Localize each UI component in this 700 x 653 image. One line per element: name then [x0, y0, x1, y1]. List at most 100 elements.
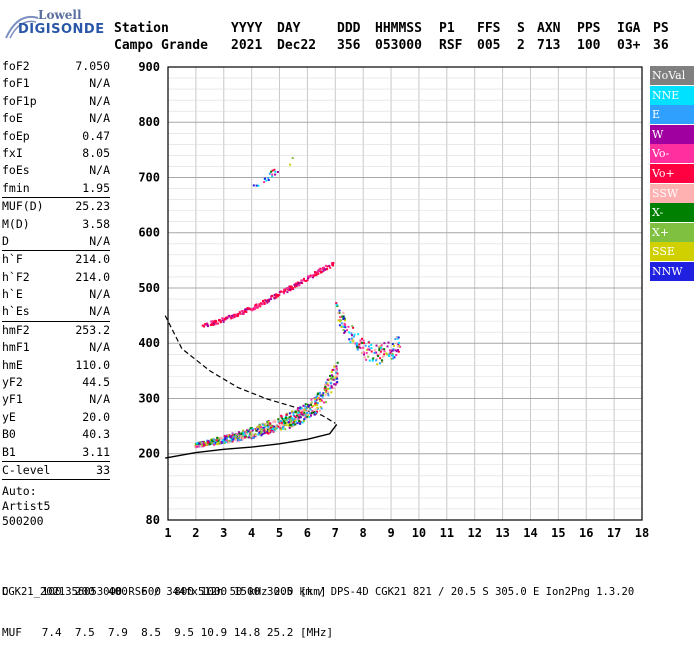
echo-point	[314, 402, 317, 405]
echo-point	[326, 390, 329, 393]
echo-point	[290, 287, 293, 290]
echo-point	[286, 291, 289, 294]
echo-point	[267, 176, 270, 179]
echo-point	[272, 430, 275, 433]
echo-point	[215, 322, 218, 325]
echo-point	[296, 408, 299, 411]
echo-point	[254, 307, 257, 310]
echo-point	[207, 441, 210, 444]
echo-point	[337, 319, 340, 322]
echo-point	[308, 404, 311, 407]
auto-label: Auto:	[2, 484, 37, 498]
echo-point	[286, 287, 289, 290]
echo-point	[284, 419, 287, 421]
echo-point	[361, 337, 363, 340]
echo-point	[275, 296, 278, 299]
parameter-group: C-level 33	[2, 462, 110, 481]
echo-point	[232, 438, 235, 441]
echo-point	[254, 433, 257, 436]
echo-point	[284, 428, 287, 431]
parameter-row: fxI 8.05	[2, 145, 110, 162]
echo-point	[301, 409, 304, 412]
parameter-value: 44.5	[82, 375, 110, 390]
echo-point	[293, 283, 296, 286]
echo-point	[250, 434, 253, 436]
parameter-row: yF2 44.5	[2, 374, 110, 391]
echo-point	[301, 421, 304, 424]
echo-point	[221, 437, 223, 440]
echo-point	[211, 438, 214, 441]
echo-point	[273, 294, 276, 296]
parameter-name: C-level	[2, 462, 51, 477]
echo-point	[391, 343, 394, 346]
echo-point	[321, 270, 324, 273]
echo-point	[292, 413, 295, 416]
echo-point	[280, 414, 283, 417]
echo-point	[278, 422, 281, 425]
x-tick-label: 16	[579, 526, 593, 540]
echo-point	[327, 379, 330, 382]
echo-point	[309, 414, 312, 417]
echo-point	[304, 416, 307, 419]
echo-point	[394, 338, 397, 341]
echo-point	[314, 411, 317, 414]
echo-point	[201, 442, 204, 445]
echo-point	[324, 401, 327, 404]
echo-point	[377, 355, 380, 358]
echo-point	[273, 168, 276, 171]
echo-point	[374, 349, 377, 352]
header-label-4: HHMMSS	[375, 21, 422, 36]
echo-point	[380, 346, 383, 349]
echo-point	[282, 425, 285, 428]
echo-point	[210, 323, 213, 326]
echo-point	[316, 410, 319, 413]
echo-point	[336, 361, 339, 364]
parameter-value: 20.0	[82, 409, 110, 424]
parameter-name: h`F	[2, 252, 23, 267]
echo-point	[267, 179, 270, 181]
parameter-name: foF1	[2, 76, 30, 91]
echo-point	[323, 266, 325, 269]
parameter-name: D	[2, 233, 9, 248]
echo-point	[347, 325, 350, 328]
echo-point	[210, 442, 213, 445]
echo-point	[263, 431, 266, 434]
echo-point	[277, 425, 280, 428]
echo-point	[331, 375, 334, 378]
parameter-group: foF2 7.050 foF1 N/A foF1p N/A foE N/A foEp 0.47 fx…	[2, 58, 110, 199]
legend-item-nne: NNE	[650, 85, 694, 105]
echo-point	[397, 336, 400, 339]
echo-point	[340, 325, 343, 328]
echo-point	[397, 341, 400, 344]
echo-point	[219, 438, 222, 441]
echo-point	[243, 310, 246, 313]
echo-point	[252, 307, 255, 310]
echo-point	[222, 441, 225, 444]
parameter-name: foF1p	[2, 93, 37, 108]
echo-point	[378, 349, 381, 352]
echo-point	[281, 427, 284, 430]
echo-point	[214, 321, 217, 324]
echo-point	[330, 371, 333, 373]
echo-point	[208, 441, 211, 444]
echo-point	[270, 429, 273, 432]
echo-point	[314, 400, 317, 403]
echo-point	[390, 354, 393, 357]
echo-point	[208, 443, 211, 446]
echo-point	[240, 435, 243, 438]
echo-point	[288, 412, 291, 415]
echo-point	[273, 425, 276, 428]
echo-point	[383, 353, 386, 356]
parameter-row: yF1 N/A	[2, 391, 110, 408]
echo-point	[275, 427, 277, 430]
x-tick-label: 3	[220, 526, 227, 540]
echo-point	[324, 391, 327, 394]
header-label-8: AXN	[537, 21, 561, 36]
echo-point	[255, 429, 258, 432]
parameter-value: N/A	[89, 304, 110, 319]
x-tick-label: 17	[607, 526, 621, 540]
header-value-9: 100	[577, 38, 601, 53]
header-value-4: 053000	[375, 38, 422, 53]
echo-point	[331, 369, 334, 371]
echo-point	[218, 437, 221, 440]
